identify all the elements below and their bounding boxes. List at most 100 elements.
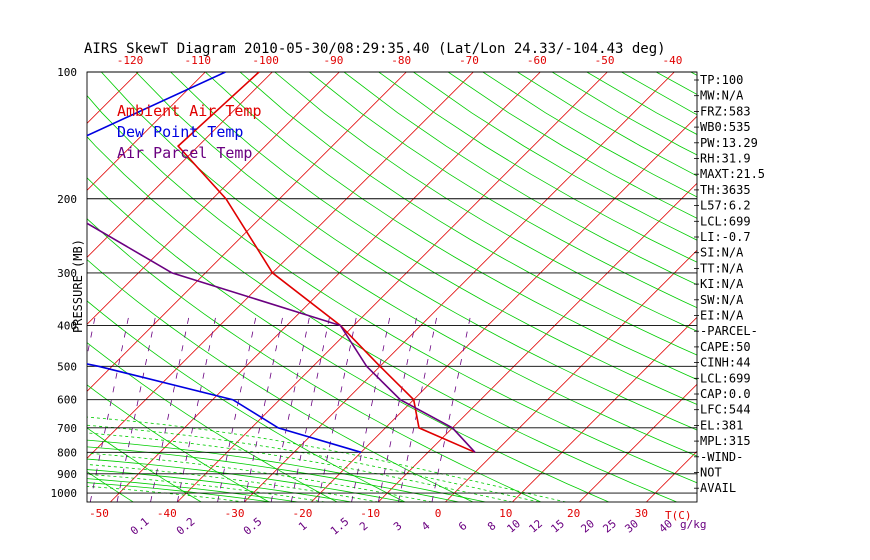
index-entry: LFC:544	[700, 403, 751, 417]
mixing-ratio-tick-label: 12	[526, 517, 545, 535]
top-temp-tick-label: -120	[117, 54, 144, 67]
index-entry: PW:13.29	[700, 136, 758, 150]
pressure-tick-label: 200	[57, 193, 77, 206]
mixing-ratio-tick-label: 0.2	[174, 515, 198, 538]
isotherm	[87, 72, 340, 325]
dry-adiabat	[101, 72, 697, 457]
index-entry: AVAIL	[700, 481, 736, 495]
mixing-ratio-line	[317, 316, 357, 502]
dry-adiabat	[87, 218, 542, 502]
pressure-tick-label: 600	[57, 394, 77, 407]
sounding-series	[87, 72, 476, 454]
mixing-ratio-line	[290, 316, 331, 502]
dry-adiabat	[378, 72, 697, 263]
dry-adiabat	[343, 72, 697, 286]
pressure-tick-label: 900	[57, 468, 77, 481]
mixing-ratio-line	[3, 316, 41, 502]
index-entry: LI:-0.7	[700, 230, 751, 244]
dry-adiabat	[0, 72, 65, 502]
mixing-ratio-line	[243, 316, 284, 502]
mixing-ratio-tick-label: 20	[578, 517, 597, 535]
moist-adiabat	[87, 452, 433, 502]
index-entry: MPL:315	[700, 434, 751, 448]
index-entry: TT:N/A	[700, 261, 744, 275]
bottom-temp-tick-label: 20	[567, 507, 580, 520]
top-temp-tick-label: -40	[662, 54, 682, 67]
index-entry: NOT	[700, 466, 722, 480]
index-entry: -PARCEL-	[700, 324, 758, 338]
bottom-temp-tick-label: 10	[499, 507, 512, 520]
index-entry: CAP:0.0	[700, 387, 751, 401]
pressure-tick-label: 800	[57, 446, 77, 459]
dry-adiabat	[760, 72, 870, 502]
bottom-temp-tick-label: -10	[360, 507, 380, 520]
dry-adiabat	[87, 94, 697, 484]
isotherm	[646, 450, 697, 502]
mixing-ratio-tick-label: 4	[419, 519, 433, 533]
top-temp-tick-label: -60	[527, 54, 547, 67]
mixing-ratio-line	[150, 316, 190, 502]
dry-adiabat	[87, 300, 406, 502]
moist-adiabat	[0, 458, 870, 502]
index-entry: MAXT:21.5	[700, 167, 765, 181]
top-temp-tick-label: -70	[459, 54, 479, 67]
mixing-ratio-line	[398, 316, 438, 502]
pressure-tick-label: 700	[57, 422, 77, 435]
dry-adiabat	[87, 342, 338, 502]
bottom-temp-tick-label: 0	[435, 507, 442, 520]
dry-adiabat	[87, 471, 134, 502]
mixing-ratio-tick-label: 8	[485, 519, 498, 533]
mixing-ratio-tick-label: 6	[456, 519, 469, 533]
mixing-ratio-line	[377, 316, 418, 502]
legend-entry: Ambient Air Temp	[117, 102, 262, 120]
index-entry: RH:31.9	[700, 152, 751, 166]
bottom-temp-tick-label: -40	[157, 507, 177, 520]
bottom-temp-tick-label: -20	[292, 507, 312, 520]
dry-adiabat	[87, 384, 270, 502]
dry-adiabat	[309, 72, 697, 309]
mixing-unit-label: g/kg	[680, 518, 707, 531]
legend-entry: Dew Point Temp	[117, 123, 243, 141]
isotherm-lines	[0, 72, 697, 502]
top-temp-tick-label: -80	[391, 54, 411, 67]
moist-adiabat	[87, 424, 540, 502]
index-entry: SI:N/A	[700, 246, 744, 260]
dry-adiabat	[205, 72, 697, 380]
bottom-temp-tick-label: -50	[89, 507, 109, 520]
legend-entry: Air Parcel Temp	[117, 144, 252, 162]
pressure-tick-label: 500	[57, 360, 77, 373]
dry-adiabat	[87, 177, 609, 502]
dry-adiabat	[87, 136, 677, 502]
top-temp-tick-label: -110	[185, 54, 212, 67]
isotherm	[311, 115, 697, 502]
mixing-ratio-tick-label: 1.5	[328, 515, 352, 538]
isotherm	[177, 72, 608, 502]
top-temp-tick-label: -90	[323, 54, 343, 67]
pressure-tick-label: 300	[57, 267, 77, 280]
moist-adiabat	[87, 485, 245, 502]
top-temp-tick-label: -100	[252, 54, 279, 67]
dry-adiabat	[87, 427, 202, 502]
mixing-ratio-tick-label: 15	[548, 517, 567, 535]
mixing-ratio-line	[89, 316, 130, 502]
pressure-tick-label: 100	[57, 66, 77, 79]
mixing-ratio-line	[87, 316, 96, 358]
index-entry: KI:N/A	[700, 277, 744, 291]
index-entry: EI:N/A	[700, 309, 744, 323]
isotherm	[87, 72, 273, 258]
index-entry: TP:100	[700, 73, 743, 87]
isobar-lines: 100 200 300 400 500 600 700 800 900 1000	[51, 66, 698, 503]
index-entry: CAPE:50	[700, 340, 751, 354]
isotherm	[0, 72, 71, 502]
pressure-tick-label: 1000	[51, 487, 78, 500]
mixing-ratio-line	[431, 316, 471, 502]
index-entry: LCL:699	[700, 214, 751, 228]
plot-frame	[86, 71, 698, 503]
dry-adiabat-lines	[0, 72, 870, 502]
dry-adiabat	[447, 72, 697, 219]
bottom-temp-tick-label: -30	[225, 507, 245, 520]
mixing-ratio-line	[116, 316, 156, 502]
dry-adiabat	[413, 72, 697, 241]
